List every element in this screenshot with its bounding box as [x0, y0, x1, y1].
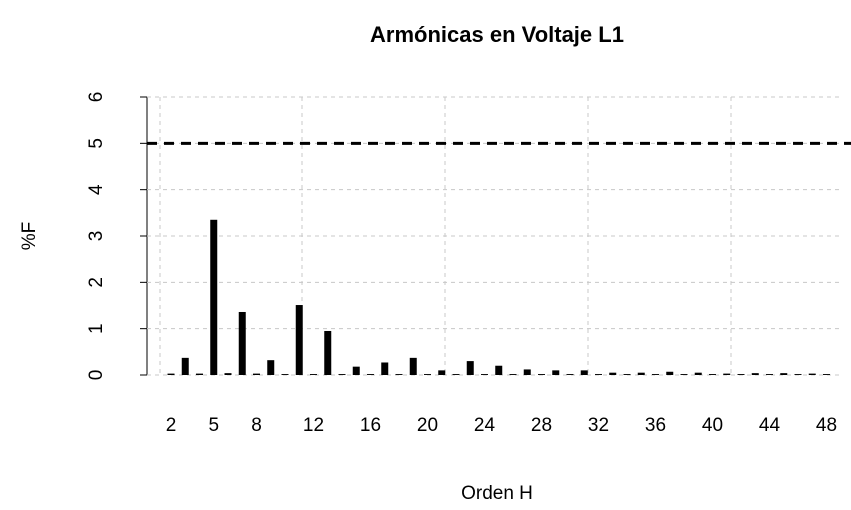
- x-tick-label: 16: [360, 415, 381, 436]
- x-tick-label: 48: [816, 415, 837, 436]
- x-tick-label: 28: [531, 415, 552, 436]
- bar: [580, 370, 588, 375]
- x-axis-label: Orden H: [461, 483, 533, 504]
- bar: [794, 374, 802, 375]
- bar: [352, 366, 360, 375]
- bar: [652, 374, 659, 375]
- x-tick-label: 8: [251, 415, 262, 436]
- chart-title: Armónicas en Voltaje L1: [370, 22, 624, 47]
- bar: [452, 374, 460, 375]
- y-tick-label: 5: [86, 138, 107, 149]
- x-tick-label: 5: [208, 415, 219, 436]
- y-tick-label: 0: [86, 370, 107, 381]
- bar: [381, 362, 389, 375]
- bar: [666, 371, 674, 375]
- bar: [694, 372, 702, 375]
- x-tick-label: 12: [303, 415, 324, 436]
- bar: [751, 373, 759, 375]
- bar: [481, 374, 488, 375]
- bar: [466, 361, 474, 375]
- bar: [609, 372, 617, 375]
- bar: [367, 374, 374, 375]
- bar: [709, 374, 716, 375]
- bar: [737, 374, 745, 375]
- bar: [495, 365, 503, 375]
- bar: [210, 219, 218, 375]
- bar: [808, 373, 816, 375]
- bar: [196, 373, 203, 375]
- bar: [324, 330, 332, 375]
- bar: [523, 369, 531, 375]
- y-tick-label: 2: [86, 277, 107, 288]
- bar: [538, 374, 545, 375]
- x-tick-label: 40: [702, 415, 723, 436]
- bar: [509, 374, 517, 375]
- bar: [438, 370, 446, 375]
- bar: [823, 374, 830, 375]
- bar: [766, 374, 773, 375]
- y-tick-label: 6: [86, 92, 107, 103]
- bar: [181, 357, 189, 375]
- y-tick-label: 4: [86, 184, 107, 195]
- bar: [552, 370, 560, 375]
- x-tick-label: 44: [759, 415, 781, 436]
- x-tick-label: 2: [166, 415, 177, 436]
- bar: [238, 311, 246, 375]
- y-tick-label: 3: [86, 231, 107, 242]
- x-tick-label: 24: [474, 415, 496, 436]
- bar: [267, 360, 275, 375]
- y-tick-label: 1: [86, 323, 107, 334]
- bar: [637, 372, 645, 375]
- bar: [409, 357, 417, 375]
- bar: [595, 374, 602, 375]
- bar: [723, 373, 731, 375]
- bar: [780, 373, 788, 375]
- x-tick-label: 20: [417, 415, 438, 436]
- bar: [167, 373, 175, 375]
- bar: [395, 374, 403, 375]
- x-tick-label: 32: [588, 415, 609, 436]
- bar: [680, 374, 688, 375]
- bar: [338, 374, 346, 375]
- bar: [566, 374, 574, 375]
- bar: [224, 373, 232, 375]
- bar: [424, 374, 431, 375]
- y-axis-label: %F: [19, 222, 40, 251]
- bar: [281, 374, 289, 375]
- bar: [623, 374, 631, 375]
- bar: [310, 374, 317, 375]
- bar: [253, 373, 260, 375]
- bar: [295, 305, 303, 375]
- x-tick-label: 36: [645, 415, 666, 436]
